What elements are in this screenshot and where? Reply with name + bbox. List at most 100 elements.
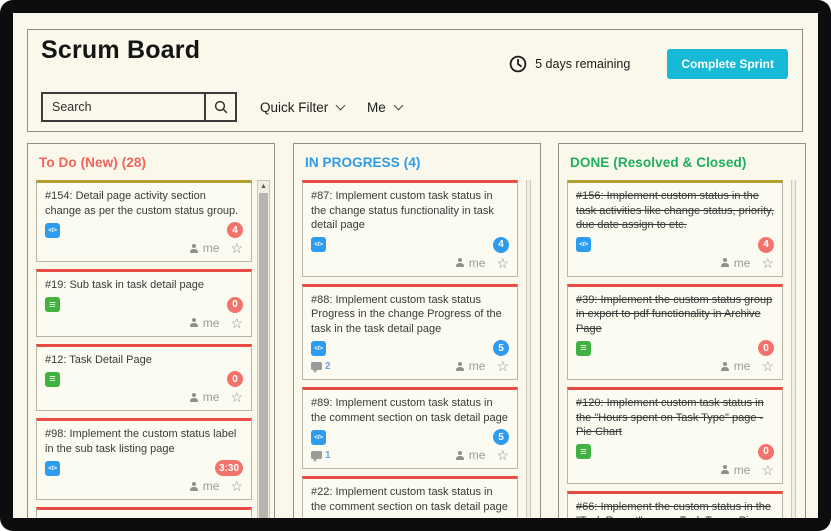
- star-icon[interactable]: ☆: [761, 358, 774, 375]
- me-dropdown[interactable]: Me: [367, 92, 404, 122]
- star-icon[interactable]: ☆: [230, 478, 243, 495]
- star-icon[interactable]: ☆: [761, 254, 774, 271]
- assignee: me: [720, 255, 751, 270]
- subtask-icon: ≡: [576, 340, 591, 356]
- star-icon[interactable]: ☆: [761, 461, 774, 478]
- me-filter-label: Me: [367, 99, 386, 115]
- star-icon[interactable]: ☆: [230, 240, 243, 257]
- assignee: me: [455, 359, 485, 373]
- code-icon: </>: [311, 340, 326, 356]
- person-icon: [720, 465, 730, 475]
- assignee: me: [189, 241, 220, 256]
- task-card[interactable]: #19: Sub task in task detail page ≡ 0 me ☆: [36, 269, 252, 337]
- subtask-icon: ≡: [45, 297, 60, 313]
- task-meta-row: ≡ 0: [45, 371, 243, 388]
- task-title: #87: Implement custom task status in the…: [311, 190, 494, 232]
- task-card[interactable]: #87: Implement custom task status in the…: [302, 180, 518, 277]
- column-todo: To Do (New) (28) #154: Detail page activi…: [27, 143, 275, 518]
- quick-filter-dropdown[interactable]: Quick Filter: [260, 92, 346, 122]
- task-title: #18: Task Detail Page: [45, 516, 243, 518]
- task-footer-row: me ☆: [576, 255, 774, 271]
- task-title: #88: Implement custom task status Progre…: [311, 293, 502, 335]
- task-footer-row: me ☆: [45, 240, 243, 256]
- estimate-badge: 0: [758, 340, 774, 357]
- task-card[interactable]: #12: Task Detail Page ≡ 0 me ☆: [36, 343, 252, 412]
- quick-filter-label: Quick Filter: [260, 99, 329, 115]
- task-card[interactable]: #154: Detail page activity section chang…: [36, 180, 252, 263]
- complete-sprint-button[interactable]: Complete Sprint: [667, 49, 788, 79]
- task-title: #12: Task Detail Page: [45, 353, 152, 366]
- column-scrollbar[interactable]: ▲: [257, 180, 270, 518]
- person-icon: [455, 258, 465, 268]
- search-button[interactable]: [204, 94, 235, 120]
- person-icon: [189, 392, 199, 402]
- task-meta-row: </> 3:30: [45, 460, 243, 477]
- person-icon: [455, 361, 465, 371]
- estimate-badge: 0: [227, 371, 243, 388]
- assignee: me: [455, 448, 485, 462]
- task-card[interactable]: #89: Implement custom task status in the…: [302, 387, 518, 470]
- card-list: #154: Detail page activity section chang…: [36, 180, 252, 518]
- assignee: me: [720, 359, 751, 374]
- estimate-badge: 3:30: [214, 460, 243, 477]
- comment-count-value: 2: [325, 360, 331, 372]
- task-meta-row: </> 4: [311, 236, 509, 253]
- assignee-label: me: [202, 241, 220, 256]
- assignee-label: me: [468, 255, 486, 270]
- task-meta-row: </> 5: [311, 340, 509, 357]
- task-title: #19: Sub task in task detail page: [45, 279, 204, 292]
- estimate-badge: 5: [493, 340, 509, 357]
- task-card[interactable]: #22: Implement custom task status in the…: [302, 476, 518, 518]
- assignee-label: me: [733, 255, 751, 270]
- code-icon: </>: [576, 237, 591, 253]
- scrum-board-app: Scrum Board Quick Filter Me: [13, 13, 818, 518]
- column-scrollbar-track[interactable]: [791, 180, 796, 518]
- person-icon: [720, 258, 730, 268]
- task-card[interactable]: #120: Implement custom task status in th…: [567, 387, 783, 484]
- task-title: #39: Implement the custom status group i…: [576, 293, 773, 335]
- star-icon[interactable]: ☆: [496, 447, 509, 464]
- comment-count-value: 1: [325, 449, 331, 461]
- task-card[interactable]: #98: Implement the custom status label i…: [36, 418, 252, 501]
- person-icon: [189, 318, 199, 328]
- task-card[interactable]: #66: Implement the custom status in the …: [567, 490, 783, 518]
- card-list: #87: Implement custom task status in the…: [302, 180, 518, 518]
- assignee-label: me: [202, 479, 220, 494]
- page-title: Scrum Board: [41, 36, 201, 64]
- person-icon: [189, 481, 199, 491]
- assignee: me: [189, 315, 220, 330]
- task-footer-row: me ☆: [45, 478, 243, 494]
- column-scrollbar-track[interactable]: [526, 180, 531, 518]
- person-icon: [455, 450, 465, 460]
- task-card[interactable]: #39: Implement the custom status group i…: [567, 283, 783, 381]
- estimate-badge: 5: [493, 429, 509, 446]
- code-icon: </>: [311, 429, 326, 445]
- sprint-status-group: 5 days remaining Complete Sprint: [509, 49, 788, 79]
- subtask-icon: ≡: [576, 444, 591, 460]
- task-meta-row: </> 4: [576, 236, 774, 253]
- task-footer-row: me ☆: [576, 462, 774, 478]
- scroll-up-icon[interactable]: ▲: [260, 183, 267, 190]
- days-remaining-text: 5 days remaining: [535, 57, 631, 71]
- task-meta-row: ≡ 0: [45, 296, 243, 313]
- star-icon[interactable]: ☆: [496, 358, 509, 375]
- star-icon[interactable]: ☆: [496, 254, 509, 271]
- star-icon[interactable]: ☆: [230, 389, 243, 406]
- scrollbar-thumb[interactable]: [259, 193, 268, 518]
- task-card[interactable]: #18: Task Detail Page≡0me☆: [36, 507, 252, 518]
- search-input[interactable]: [43, 94, 204, 120]
- subtask-icon: ≡: [45, 371, 60, 387]
- assignee-label: me: [202, 315, 220, 330]
- task-card[interactable]: #156: Implement custom status in the tas…: [567, 180, 783, 277]
- assignee: me: [189, 479, 220, 494]
- task-title: #98: Implement the custom status label i…: [45, 428, 237, 455]
- star-icon[interactable]: ☆: [230, 314, 243, 331]
- estimate-badge: 0: [227, 296, 243, 313]
- task-footer-row: me ☆: [311, 255, 509, 271]
- card-list: #156: Implement custom status in the tas…: [567, 180, 783, 518]
- estimate-badge: 4: [493, 236, 509, 253]
- estimate-badge: 0: [758, 443, 774, 460]
- task-card[interactable]: #88: Implement custom task status Progre…: [302, 283, 518, 381]
- assignee-label: me: [733, 359, 751, 374]
- task-title: #89: Implement custom task status in the…: [311, 397, 508, 424]
